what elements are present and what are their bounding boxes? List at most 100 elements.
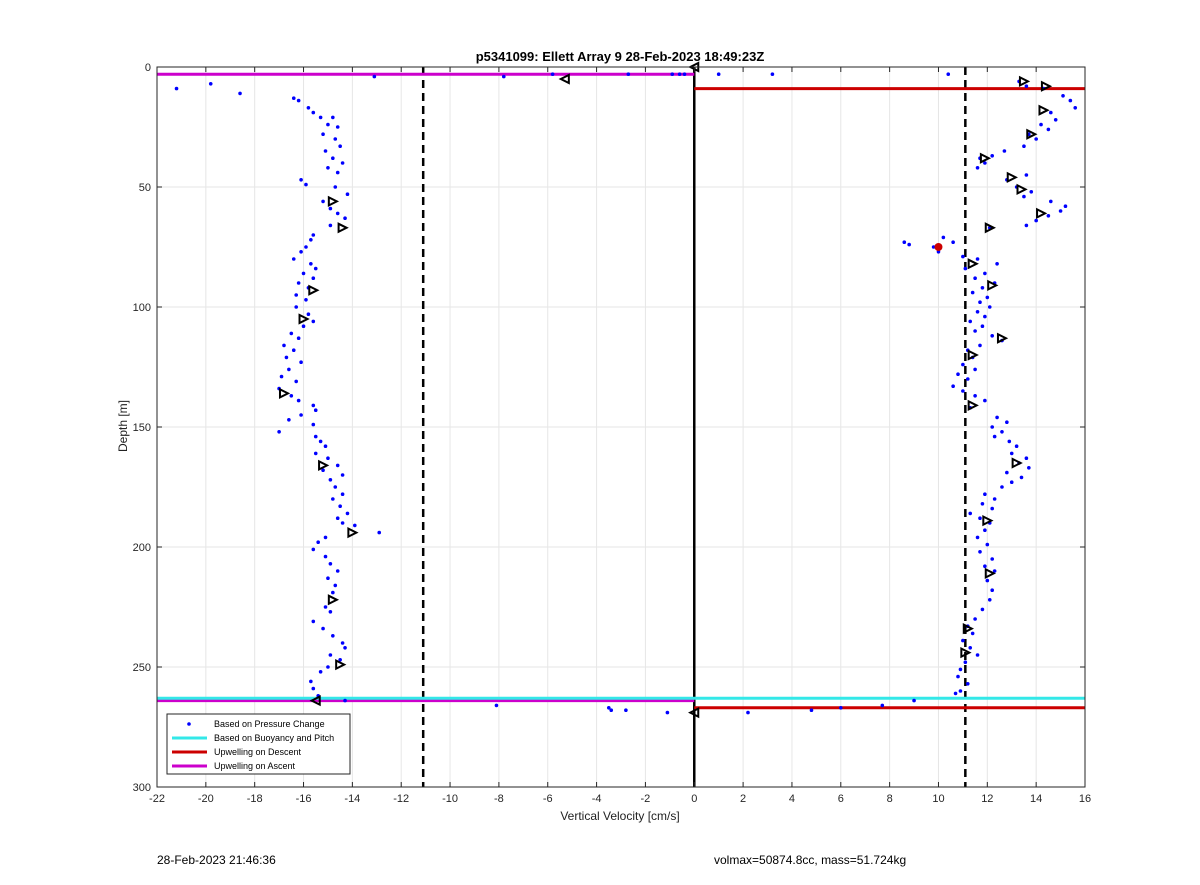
data-point bbox=[980, 324, 985, 329]
data-point bbox=[340, 161, 345, 165]
data-point bbox=[968, 511, 973, 516]
data-point bbox=[983, 314, 987, 319]
data-point bbox=[1049, 199, 1053, 204]
data-point bbox=[670, 72, 675, 76]
triangle-right-marker bbox=[982, 514, 994, 527]
data-point bbox=[990, 506, 994, 511]
data-point bbox=[208, 82, 213, 86]
x-tick-label: -10 bbox=[442, 793, 458, 805]
triangle-right-marker bbox=[979, 152, 992, 164]
data-point bbox=[912, 698, 916, 703]
data-point bbox=[326, 166, 330, 170]
data-point bbox=[975, 166, 980, 170]
data-point bbox=[299, 413, 303, 417]
data-point bbox=[321, 199, 325, 204]
data-point bbox=[965, 377, 970, 381]
data-point bbox=[277, 430, 281, 434]
data-point bbox=[902, 240, 907, 244]
data-point bbox=[326, 576, 330, 580]
x-tick-label: 2 bbox=[740, 793, 746, 805]
data-point bbox=[318, 115, 323, 120]
data-point bbox=[1019, 475, 1024, 480]
data-point bbox=[304, 298, 308, 302]
data-point bbox=[968, 646, 973, 650]
data-point bbox=[1058, 209, 1063, 213]
data-point bbox=[323, 554, 328, 559]
data-point bbox=[296, 336, 301, 341]
x-tick-label: -20 bbox=[198, 793, 214, 805]
legend-label: Upwelling on Ascent bbox=[214, 761, 296, 771]
data-point bbox=[985, 542, 990, 547]
data-point bbox=[987, 598, 992, 602]
data-point bbox=[316, 540, 320, 544]
triangle-right-marker bbox=[335, 658, 347, 671]
data-point bbox=[323, 149, 328, 153]
data-point bbox=[958, 689, 963, 693]
data-point bbox=[338, 658, 342, 662]
x-tick-label: 6 bbox=[838, 793, 844, 805]
data-point bbox=[301, 324, 306, 329]
data-point bbox=[343, 698, 347, 703]
data-point bbox=[1049, 110, 1053, 115]
data-point bbox=[338, 144, 342, 148]
x-tick-label: 0 bbox=[691, 793, 697, 805]
x-tick-label: 14 bbox=[1030, 793, 1042, 805]
data-point bbox=[291, 257, 296, 261]
data-point bbox=[323, 444, 328, 449]
data-point bbox=[992, 497, 997, 501]
data-point bbox=[995, 262, 999, 266]
data-point bbox=[626, 72, 631, 76]
data-point bbox=[980, 502, 985, 506]
data-point bbox=[990, 154, 994, 158]
y-tick-label: 300 bbox=[133, 782, 151, 794]
data-point bbox=[291, 96, 296, 100]
data-point bbox=[1046, 127, 1051, 132]
data-point bbox=[973, 394, 977, 398]
legend-box bbox=[166, 713, 351, 775]
data-point bbox=[1068, 98, 1073, 103]
data-point bbox=[326, 456, 330, 461]
data-point bbox=[990, 425, 994, 429]
x-tick-label: -6 bbox=[543, 793, 553, 805]
data-point bbox=[282, 343, 286, 348]
data-point bbox=[343, 646, 347, 650]
data-point bbox=[321, 626, 325, 631]
data-point bbox=[1024, 173, 1029, 177]
data-point bbox=[1007, 439, 1012, 444]
data-point bbox=[299, 178, 303, 182]
data-point bbox=[335, 211, 340, 216]
data-point bbox=[1005, 420, 1009, 425]
data-point bbox=[311, 276, 316, 281]
triangle-right-marker bbox=[1026, 128, 1038, 140]
data-point bbox=[838, 706, 843, 710]
data-point bbox=[961, 638, 965, 643]
data-point bbox=[309, 262, 313, 266]
data-point bbox=[990, 588, 994, 592]
data-point bbox=[963, 660, 968, 664]
axes: -22 -20 -18 -16 -14 -12 -10 -8 -6 -4 -2 0 2 4 6 8 10 12 14… bbox=[133, 62, 1091, 805]
data-point bbox=[970, 290, 975, 295]
x-tick-label: -2 bbox=[641, 793, 651, 805]
triangle-right-marker bbox=[960, 646, 972, 659]
data-point bbox=[1073, 106, 1078, 110]
data-point bbox=[311, 686, 316, 691]
data-point bbox=[494, 703, 499, 708]
footer-timestamp: 28-Feb-2023 21:46:36 bbox=[157, 853, 276, 867]
data-point bbox=[1024, 456, 1029, 461]
data-point bbox=[296, 398, 301, 403]
data-point bbox=[1024, 223, 1029, 228]
data-point bbox=[953, 691, 958, 696]
triangle-left-marker bbox=[688, 706, 700, 719]
data-point bbox=[606, 706, 611, 710]
triangle-right-marker bbox=[278, 387, 291, 400]
triangle-right-marker bbox=[347, 526, 359, 539]
data-point bbox=[296, 98, 301, 103]
data-point bbox=[326, 122, 330, 127]
data-point bbox=[983, 271, 987, 276]
data-point bbox=[331, 590, 335, 595]
data-point bbox=[975, 257, 980, 261]
data-point bbox=[313, 408, 318, 413]
data-point bbox=[311, 233, 316, 237]
x-tick-label: 8 bbox=[887, 793, 893, 805]
data-point bbox=[313, 266, 318, 271]
